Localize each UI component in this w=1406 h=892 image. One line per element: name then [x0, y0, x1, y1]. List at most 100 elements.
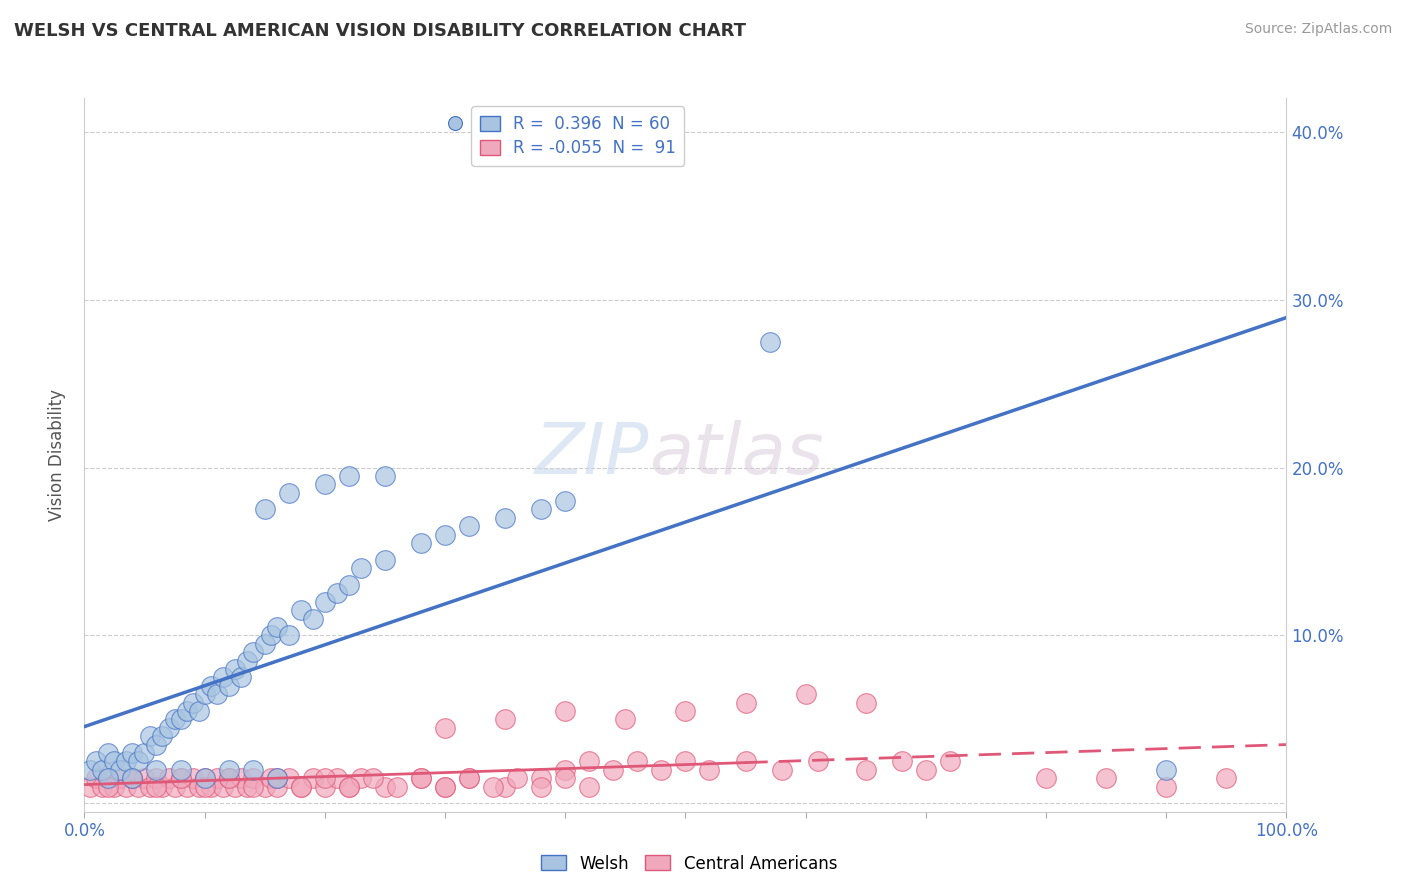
Y-axis label: Vision Disability: Vision Disability [48, 389, 66, 521]
Point [554, 494, 576, 508]
Point [301, 771, 323, 785]
Text: Source: ZipAtlas.com: Source: ZipAtlas.com [1244, 22, 1392, 37]
Point [301, 612, 323, 626]
Point [277, 628, 299, 642]
Point [200, 780, 222, 794]
Point [337, 780, 360, 794]
Point [374, 780, 396, 794]
Point [121, 771, 143, 785]
Point [314, 771, 336, 785]
Point [181, 771, 204, 785]
Point [169, 771, 191, 785]
Point [434, 780, 457, 794]
Point [110, 763, 132, 777]
Point [734, 755, 756, 769]
Point [115, 755, 138, 769]
Point [602, 763, 624, 777]
Point [194, 687, 217, 701]
Point [97, 780, 120, 794]
Point [169, 771, 191, 785]
Point [374, 469, 396, 483]
Point [699, 763, 721, 777]
Point [374, 553, 396, 567]
Point [235, 780, 257, 794]
Point [211, 670, 233, 684]
Point [121, 771, 143, 785]
Point [115, 780, 138, 794]
Point [145, 780, 167, 794]
Point [409, 771, 432, 785]
Point [229, 670, 252, 684]
Point [337, 469, 360, 483]
Point [506, 771, 529, 785]
Point [578, 780, 600, 794]
Point [494, 780, 516, 794]
Point [1156, 780, 1178, 794]
Point [758, 334, 780, 349]
Text: atlas: atlas [650, 420, 824, 490]
Point [187, 704, 209, 718]
Point [650, 763, 672, 777]
Point [807, 755, 830, 769]
Point [482, 780, 505, 794]
Point [205, 771, 228, 785]
Point [194, 771, 217, 785]
Point [260, 771, 283, 785]
Point [211, 780, 233, 794]
Point [260, 628, 283, 642]
Point [626, 755, 648, 769]
Text: WELSH VS CENTRAL AMERICAN VISION DISABILITY CORRELATION CHART: WELSH VS CENTRAL AMERICAN VISION DISABIL… [14, 22, 747, 40]
Point [409, 536, 432, 550]
Point [939, 755, 962, 769]
Point [277, 485, 299, 500]
Point [277, 771, 299, 785]
Point [530, 502, 553, 516]
Point [253, 502, 276, 516]
Point [337, 780, 360, 794]
Point [915, 763, 938, 777]
Point [554, 771, 576, 785]
Point [350, 561, 373, 575]
Point [266, 771, 288, 785]
Point [79, 763, 101, 777]
Point [266, 780, 288, 794]
Point [578, 755, 600, 769]
Point [494, 712, 516, 726]
Point [434, 527, 457, 541]
Point [554, 704, 576, 718]
Text: ZIP: ZIP [536, 420, 650, 490]
Point [169, 712, 191, 726]
Point [127, 780, 149, 794]
Point [218, 763, 240, 777]
Point [79, 780, 101, 794]
Point [242, 763, 264, 777]
Point [253, 637, 276, 651]
Point [218, 771, 240, 785]
Point [1215, 771, 1237, 785]
Point [385, 780, 408, 794]
Point [152, 780, 174, 794]
Point [242, 780, 264, 794]
Point [139, 729, 162, 743]
Point [361, 771, 384, 785]
Point [139, 780, 162, 794]
Point [266, 771, 288, 785]
Point [91, 780, 114, 794]
Point [458, 771, 481, 785]
Point [121, 746, 143, 760]
Point [350, 771, 373, 785]
Point [187, 780, 209, 794]
Legend: Welsh, Central Americans: Welsh, Central Americans [534, 848, 844, 880]
Point [224, 662, 246, 676]
Point [458, 519, 481, 533]
Point [675, 755, 697, 769]
Point [530, 780, 553, 794]
Point [734, 696, 756, 710]
Point [242, 771, 264, 785]
Point [290, 603, 312, 617]
Point [675, 704, 697, 718]
Point [127, 755, 149, 769]
Point [290, 780, 312, 794]
Point [1095, 771, 1118, 785]
Point [614, 712, 637, 726]
